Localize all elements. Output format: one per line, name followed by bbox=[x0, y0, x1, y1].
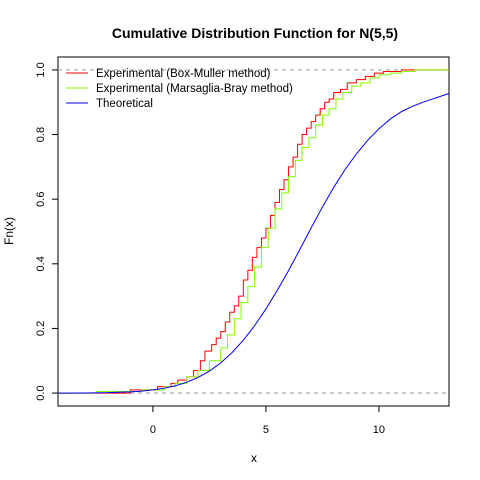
y-tick-label-3: 0.6 bbox=[35, 192, 47, 207]
y-axis-label: Fn(x) bbox=[2, 217, 16, 245]
x-tick-label-2: 10 bbox=[373, 424, 385, 436]
legend-label-0: Experimental (Box-Muller method) bbox=[96, 68, 271, 80]
legend-label-2: Theoretical bbox=[96, 98, 153, 110]
y-tick-label-1: 0.2 bbox=[35, 321, 47, 336]
x-tick-label-1: 5 bbox=[263, 424, 269, 436]
series-line-1 bbox=[58, 69, 449, 394]
y-tick-label-4: 0.8 bbox=[35, 127, 47, 142]
plot-frame bbox=[57, 56, 450, 407]
x-tick-label-0: 0 bbox=[150, 424, 156, 436]
y-tick-label-5: 1.0 bbox=[35, 62, 47, 77]
series-line-0 bbox=[58, 69, 449, 394]
legend-label-1: Experimental (Marsaglia-Bray method) bbox=[96, 83, 293, 95]
y-tick-label-0: 0.0 bbox=[35, 385, 47, 400]
series-line-2 bbox=[57, 93, 450, 394]
legend: Experimental (Box-Muller method) Experime… bbox=[66, 68, 293, 110]
chart-title: Cumulative Distribution Function for N(5… bbox=[112, 25, 398, 41]
x-axis-label: x bbox=[251, 451, 257, 465]
y-tick-label-2: 0.4 bbox=[35, 256, 47, 271]
